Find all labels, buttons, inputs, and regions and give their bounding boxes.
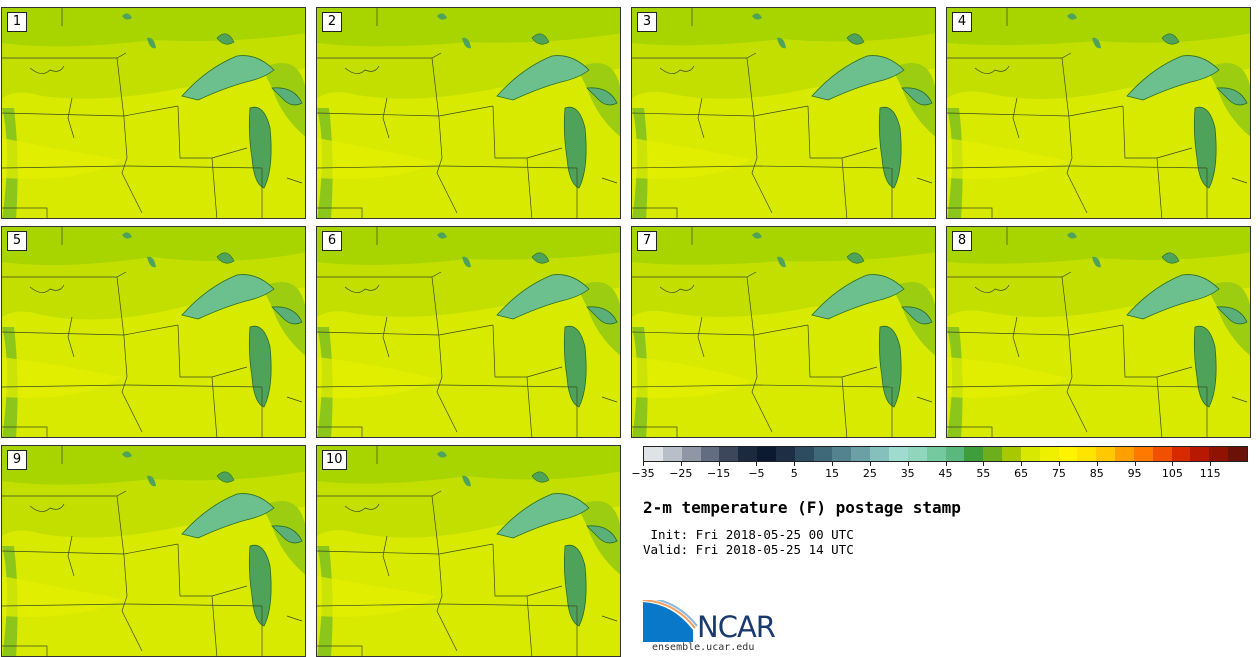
colorbar-ticks: −35 −25 −15 −5 5 15 25 35 45 55 65 75 85 95 105 115 xyxy=(631,462,1248,484)
colorbar-tick xyxy=(794,462,796,466)
colorbar-swatch xyxy=(1171,447,1191,461)
colorbar-tick-label: 45 xyxy=(938,467,953,480)
colorbar-swatch xyxy=(870,447,889,461)
colorbar-tick-label: 25 xyxy=(862,467,877,480)
colorbar-swatch xyxy=(964,447,984,461)
colorbar-tick-label: 5 xyxy=(790,467,798,480)
colorbar-swatch xyxy=(888,447,908,461)
colorbar-swatch xyxy=(1115,447,1134,461)
colorbar-swatch xyxy=(738,447,758,461)
colorbar-swatch xyxy=(1228,447,1247,461)
colorbar-tick xyxy=(756,462,758,466)
colorbar-swatch xyxy=(1190,447,1210,461)
colorbar-swatch xyxy=(813,447,833,461)
colorbar-tick-label: 35 xyxy=(900,467,915,480)
colorbar-tick-label: 55 xyxy=(976,467,991,480)
colorbar-swatch xyxy=(662,447,682,461)
colorbar-swatch xyxy=(644,447,663,461)
colorbar-swatch xyxy=(1133,447,1153,461)
colorbar-swatch xyxy=(700,447,720,461)
map-panel-4: 4 xyxy=(946,7,1251,219)
colorbar-tick-label: −35 xyxy=(631,467,655,480)
colorbar-swatch xyxy=(832,447,852,461)
colorbar-tick-label: 15 xyxy=(825,467,840,480)
colorbar-swatch xyxy=(1209,447,1229,461)
colorbar-swatch xyxy=(1077,447,1097,461)
member-number-label: 4 xyxy=(952,12,972,32)
map-panel-6: 6 xyxy=(316,226,621,438)
colorbar-swatch xyxy=(719,447,739,461)
colorbar-tick xyxy=(869,462,871,466)
colorbar-swatch xyxy=(681,447,701,461)
colorbar-tick-label: −15 xyxy=(707,467,731,480)
colorbar-swatch xyxy=(1058,447,1078,461)
colorbar-swatch xyxy=(983,447,1003,461)
map-panel-1: 1 xyxy=(1,7,306,219)
colorbar-tick xyxy=(1210,462,1212,466)
colorbar-swatch xyxy=(775,447,795,461)
map-panel-7: 7 xyxy=(631,226,936,438)
colorbar-tick-label: −25 xyxy=(669,467,693,480)
colorbar-tick xyxy=(680,462,682,466)
colorbar-tick-label: −5 xyxy=(748,467,765,480)
colorbar-tick xyxy=(643,462,644,466)
colorbar-tick xyxy=(832,462,834,466)
colorbar-swatch xyxy=(945,447,965,461)
ncar-logo-icon xyxy=(643,600,698,642)
colorbar-tick xyxy=(1134,462,1136,466)
colorbar-tick xyxy=(1096,462,1098,466)
colorbar-swatch xyxy=(907,447,927,461)
colorbar-tick xyxy=(983,462,985,466)
colorbar-swatch xyxy=(851,447,871,461)
map-panel-2: 2 xyxy=(316,7,621,219)
map-panel-3: 3 xyxy=(631,7,936,219)
colorbar-tick xyxy=(1058,462,1060,466)
member-number-label: 7 xyxy=(637,231,657,251)
member-number-label: 10 xyxy=(322,450,347,470)
colorbar-swatch xyxy=(757,447,776,461)
member-number-label: 6 xyxy=(322,231,342,251)
member-number-label: 5 xyxy=(7,231,27,251)
colorbar-tick-label: 85 xyxy=(1089,467,1104,480)
colorbar-tick xyxy=(718,462,720,466)
colorbar-tick-label: 105 xyxy=(1161,467,1183,480)
colorbar-tick xyxy=(1172,462,1174,466)
colorbar-swatch xyxy=(1039,447,1059,461)
colorbar-swatch xyxy=(1002,447,1021,461)
colorbar-swatch xyxy=(794,447,814,461)
colorbar-tick-label: 75 xyxy=(1051,467,1066,480)
colorbar-swatch xyxy=(1152,447,1172,461)
temperature-colorbar xyxy=(643,446,1248,462)
colorbar-tick-label: 95 xyxy=(1127,467,1142,480)
map-panel-5: 5 xyxy=(1,226,306,438)
init-time: Init: Fri 2018-05-25 00 UTC xyxy=(643,527,854,542)
map-panel-9: 9 xyxy=(1,445,306,657)
member-number-label: 8 xyxy=(952,231,972,251)
map-panel-8: 8 xyxy=(946,226,1251,438)
map-panel-10: 10 xyxy=(316,445,621,657)
valid-time: Valid: Fri 2018-05-25 14 UTC xyxy=(643,542,854,557)
website-label: ensemble.ucar.edu xyxy=(652,642,755,653)
colorbar-tick xyxy=(945,462,947,466)
colorbar-tick xyxy=(1021,462,1023,466)
colorbar-tick xyxy=(907,462,909,466)
member-number-label: 1 xyxy=(7,12,27,32)
member-number-label: 9 xyxy=(7,450,27,470)
member-number-label: 3 xyxy=(637,12,657,32)
colorbar-tick-label: 115 xyxy=(1199,467,1221,480)
member-number-label: 2 xyxy=(322,12,342,32)
ncar-logo-text: NCAR xyxy=(697,610,776,644)
chart-title: 2-m temperature (F) postage stamp xyxy=(643,498,961,517)
colorbar-swatch xyxy=(1096,447,1116,461)
colorbar-swatch xyxy=(1020,447,1040,461)
colorbar-swatch xyxy=(926,447,946,461)
colorbar-tick-label: 65 xyxy=(1014,467,1029,480)
